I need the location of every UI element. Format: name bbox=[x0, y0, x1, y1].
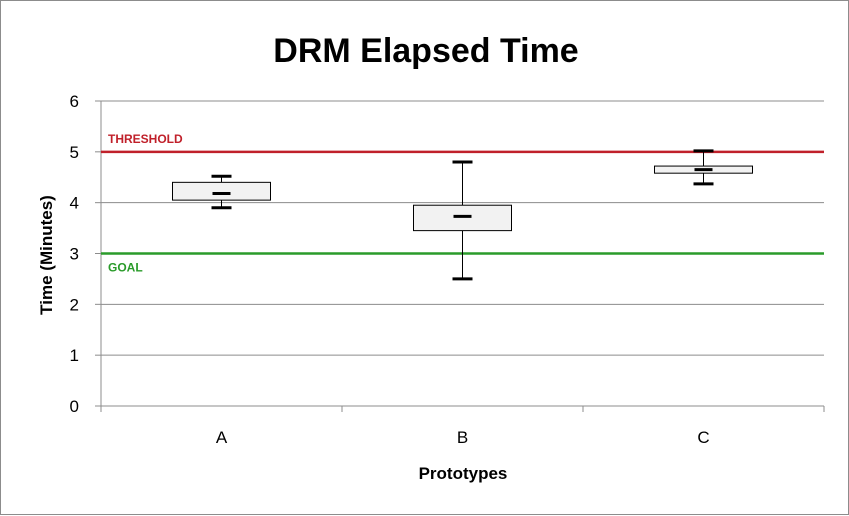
x-tick-label: B bbox=[457, 428, 468, 447]
tick-labels: 0 1 2 3 4 5 6 A B C bbox=[70, 92, 710, 447]
x-tick-label: A bbox=[216, 428, 228, 447]
y-tick-label: 4 bbox=[70, 194, 79, 213]
y-tick-label: 2 bbox=[70, 295, 79, 314]
chart-title: DRM Elapsed Time bbox=[273, 32, 578, 70]
y-tick-label: 6 bbox=[70, 92, 79, 111]
box-iqr bbox=[413, 204, 512, 232]
y-axis-title: Time (Minutes) bbox=[37, 195, 56, 315]
y-tick-label: 5 bbox=[70, 143, 79, 162]
x-tick-label: C bbox=[697, 428, 709, 447]
x-axis-title: Prototypes bbox=[419, 464, 508, 483]
reference-line-label: GOAL bbox=[108, 261, 143, 275]
reference-line-label: THRESHOLD bbox=[108, 132, 183, 146]
y-tick-label: 3 bbox=[70, 245, 79, 264]
box-iqr bbox=[172, 181, 271, 201]
axes bbox=[95, 100, 825, 412]
y-tick-label: 1 bbox=[70, 346, 79, 365]
y-tick-label: 0 bbox=[70, 397, 79, 416]
boxes bbox=[172, 149, 753, 281]
